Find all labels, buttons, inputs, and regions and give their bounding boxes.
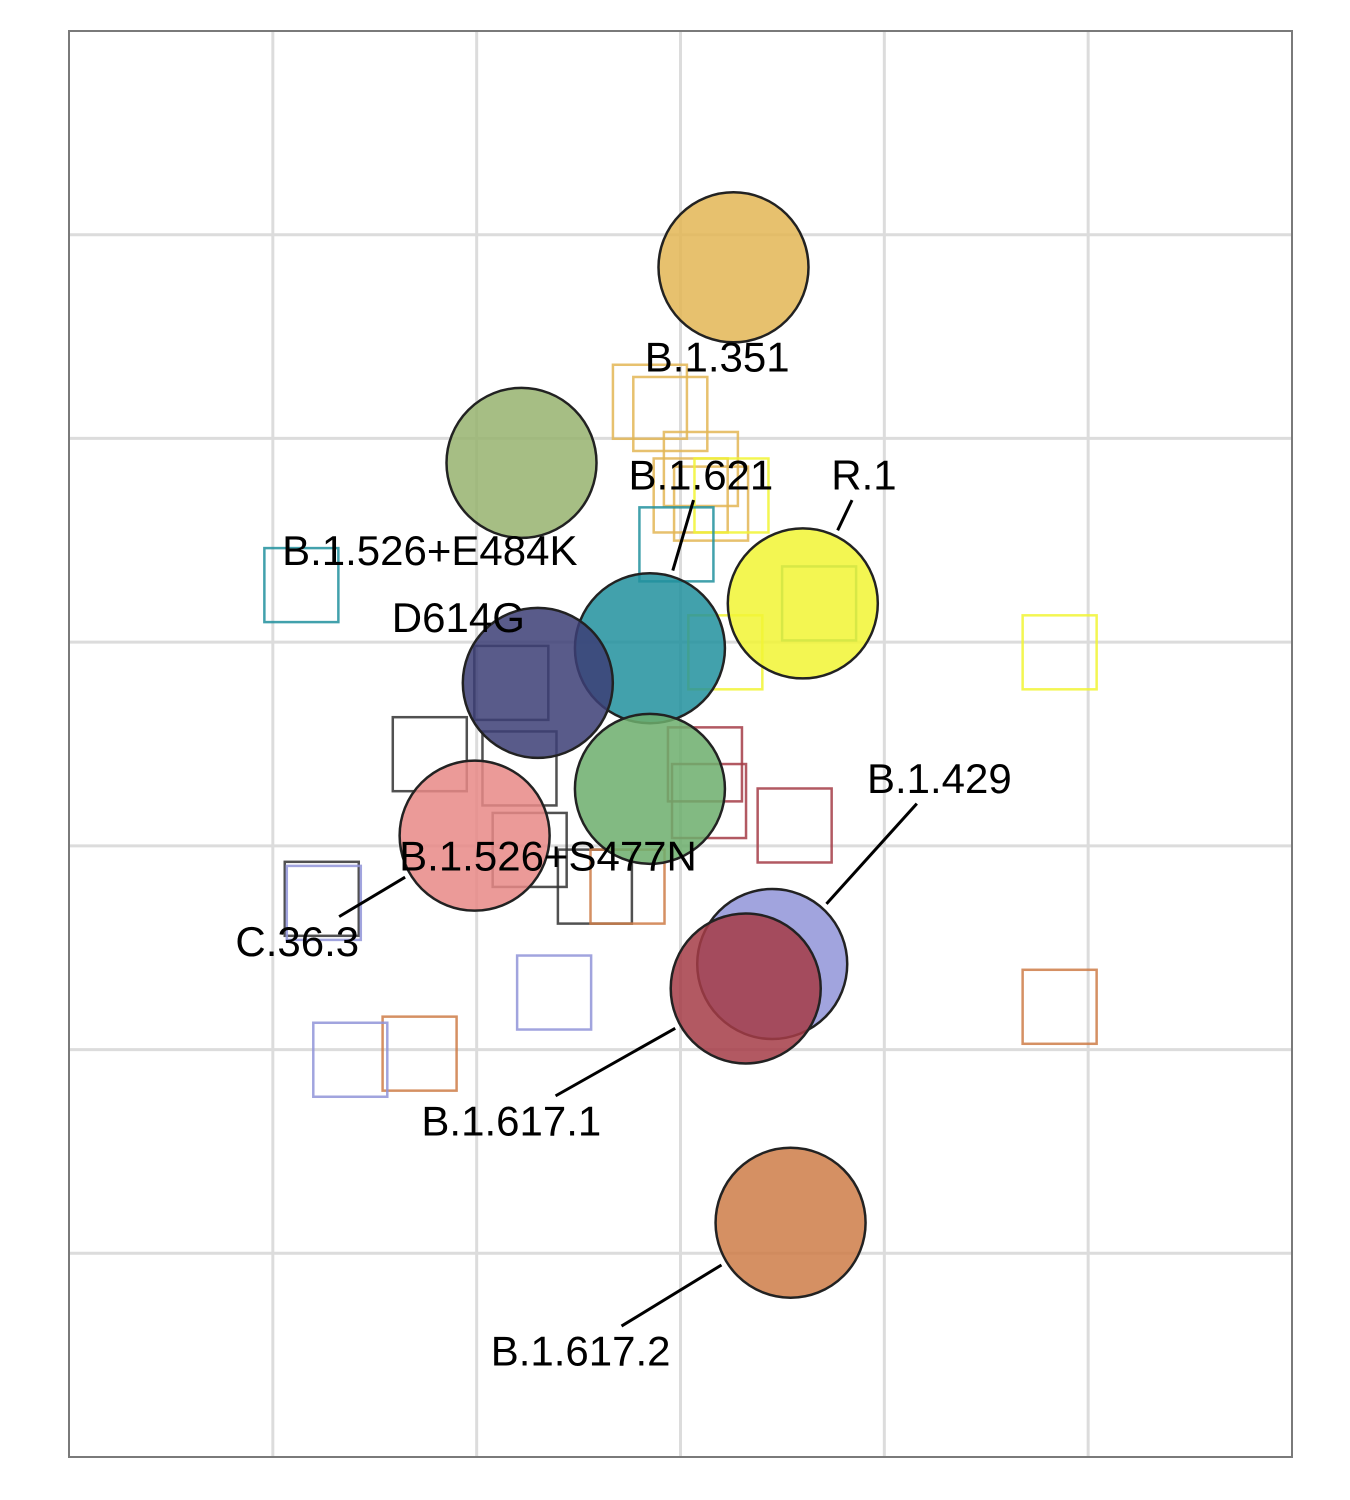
label-leader-line <box>836 499 854 531</box>
serum-point <box>662 430 740 508</box>
serum-point <box>515 954 593 1031</box>
label-leader-line <box>671 499 695 571</box>
serum-point <box>263 546 340 624</box>
label-leader-line <box>338 875 406 918</box>
antigen-label: R.1 <box>831 452 896 499</box>
antigen-label: B.1.429 <box>867 755 1012 802</box>
antigen-layer <box>398 191 880 1299</box>
serum-point <box>672 465 750 542</box>
label-leader-line <box>620 1263 723 1328</box>
antigen-point-b-1-617-1 <box>669 912 822 1065</box>
antigen-label: B.1.351 <box>645 333 790 380</box>
serum-point <box>312 1021 389 1099</box>
label-layer: B.1.351 B.1.526+E484K B.1.621 R.1 D614G B.1.5… <box>235 333 1011 1374</box>
leader-layer <box>338 499 918 1328</box>
serum-point <box>381 1015 458 1092</box>
plot-border <box>68 30 1293 1458</box>
serum-point <box>1021 968 1098 1046</box>
serum-point <box>632 375 709 453</box>
antigen-label: B.1.617.2 <box>491 1328 671 1375</box>
antigen-label: B.1.617.1 <box>421 1097 601 1144</box>
antigen-label: B.1.526+S477N <box>399 833 697 880</box>
antigen-label: B.1.526+E484K <box>282 527 577 574</box>
antigen-point-d614g <box>461 606 615 760</box>
label-leader-line <box>554 1026 676 1098</box>
antigen-label: B.1.621 <box>628 452 773 499</box>
antigen-point-b-1-351 <box>657 191 810 344</box>
serum-point <box>756 787 833 864</box>
antigen-point-r-1 <box>726 527 880 680</box>
serum-point <box>283 860 361 938</box>
serum-point <box>1021 614 1098 691</box>
antigen-label: D614G <box>392 594 525 641</box>
antigen-point-b-1-617-2 <box>714 1146 867 1299</box>
serum-point <box>611 363 689 441</box>
antigen-label: C.36.3 <box>235 918 359 965</box>
antigen-point-b-1-526-s477n <box>573 712 727 866</box>
serum-point <box>652 457 729 534</box>
serum-point <box>693 457 770 534</box>
label-leader-line <box>825 802 918 905</box>
antigen-point-c-36-3 <box>398 759 551 912</box>
antigen-point-b-1-526-e484k <box>445 386 598 540</box>
